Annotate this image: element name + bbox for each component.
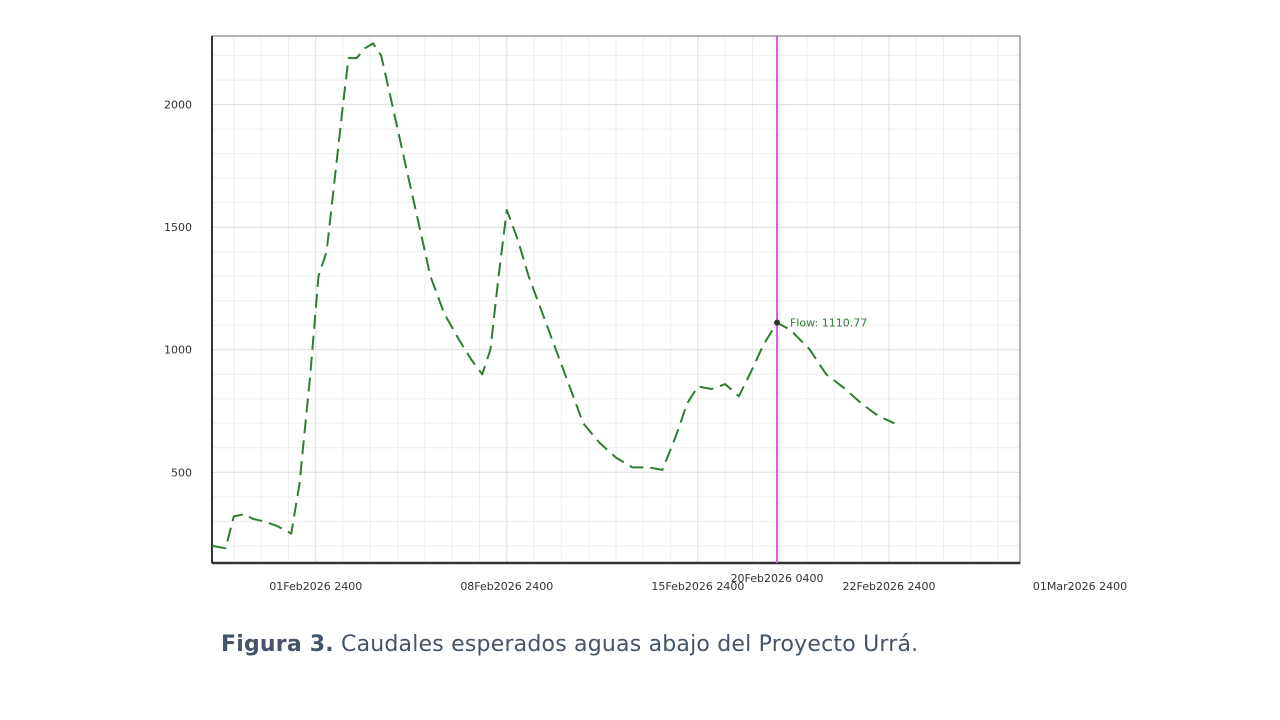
series-layer: [211, 42, 895, 550]
series-line-flow: [211, 42, 895, 550]
cursor-layer[interactable]: Flow: 1110.77 20Feb2026 0400: [731, 36, 868, 585]
cursor-value-label: Flow: 1110.77: [790, 317, 867, 330]
x-tick-label: 01Mar2026 2400: [1033, 580, 1127, 593]
y-tick-label: 500: [171, 466, 192, 479]
x-tick-label: 22Feb2026 2400: [842, 580, 935, 593]
x-tick-labels: 01Feb2026 2400 08Feb2026 2400 15Feb2026 24…: [269, 580, 1127, 593]
figure-caption: Figura 3. Caudales esperados aguas abajo…: [221, 632, 918, 657]
x-tick-label: 01Feb2026 2400: [269, 580, 362, 593]
y-tick-label: 2000: [164, 99, 192, 112]
y-tick-labels: 500 1000 1500 2000: [164, 99, 192, 480]
cursor-time-label: 20Feb2026 0400: [731, 572, 824, 585]
cursor-point: [774, 319, 781, 326]
caption-label: Figura 3.: [221, 632, 334, 657]
caption-text: Caudales esperados aguas abajo del Proye…: [333, 632, 919, 657]
y-tick-label: 1000: [164, 344, 192, 357]
x-tick-label: 15Feb2026 2400: [651, 580, 744, 593]
y-tick-label: 1500: [164, 221, 192, 234]
x-tick-label: 08Feb2026 2400: [460, 580, 553, 593]
grid-minor: [212, 36, 1020, 563]
